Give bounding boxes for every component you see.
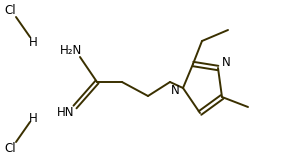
Text: N: N [222,55,230,69]
Text: H₂N: H₂N [60,45,82,58]
Text: H: H [29,35,37,48]
Text: Cl: Cl [4,142,16,155]
Text: HN: HN [57,107,75,120]
Text: H: H [29,111,37,124]
Text: N: N [171,83,179,97]
Text: Cl: Cl [4,4,16,17]
